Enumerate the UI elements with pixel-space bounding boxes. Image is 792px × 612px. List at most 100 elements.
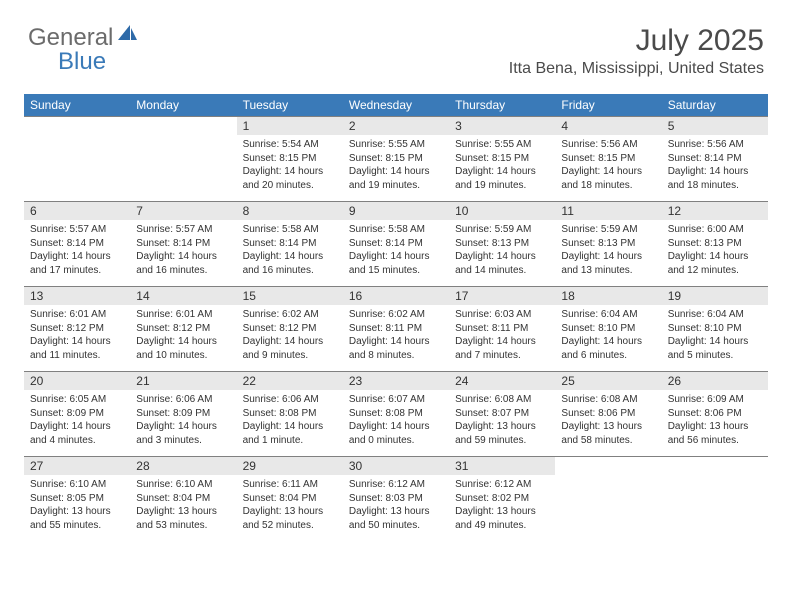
day-number: 28	[130, 456, 236, 475]
sunrise-line: Sunrise: 6:08 AM	[561, 394, 637, 405]
day-details: Sunrise: 6:12 AMSunset: 8:02 PMDaylight:…	[449, 475, 555, 538]
day-number: 18	[555, 286, 661, 305]
calendar-week-row: 13Sunrise: 6:01 AMSunset: 8:12 PMDayligh…	[24, 286, 768, 371]
sunset-line: Sunset: 8:15 PM	[243, 153, 317, 164]
day-number: 19	[662, 286, 768, 305]
calendar-day-cell: 14Sunrise: 6:01 AMSunset: 8:12 PMDayligh…	[130, 286, 236, 371]
day-details: Sunrise: 5:59 AMSunset: 8:13 PMDaylight:…	[449, 220, 555, 283]
weekday-header: Friday	[555, 94, 661, 116]
day-number: 13	[24, 286, 130, 305]
day-number: 3	[449, 116, 555, 135]
sunset-line: Sunset: 8:13 PM	[455, 238, 529, 249]
daylight-line: Daylight: 14 hours and 17 minutes.	[30, 251, 111, 276]
sunrise-line: Sunrise: 6:05 AM	[30, 394, 106, 405]
daylight-line: Daylight: 14 hours and 18 minutes.	[668, 166, 749, 191]
sunset-line: Sunset: 8:04 PM	[243, 493, 317, 504]
weekday-header: Tuesday	[237, 94, 343, 116]
sunset-line: Sunset: 8:06 PM	[561, 408, 635, 419]
sunset-line: Sunset: 8:11 PM	[349, 323, 422, 334]
weekday-header: Monday	[130, 94, 236, 116]
day-number: 31	[449, 456, 555, 475]
calendar-day-cell: 2Sunrise: 5:55 AMSunset: 8:15 PMDaylight…	[343, 116, 449, 201]
day-number: 25	[555, 371, 661, 390]
calendar-day-cell: 18Sunrise: 6:04 AMSunset: 8:10 PMDayligh…	[555, 286, 661, 371]
daylight-line: Daylight: 14 hours and 18 minutes.	[561, 166, 642, 191]
daylight-line: Daylight: 14 hours and 4 minutes.	[30, 421, 111, 446]
sunrise-line: Sunrise: 5:55 AM	[455, 139, 531, 150]
daylight-line: Daylight: 14 hours and 6 minutes.	[561, 336, 642, 361]
title-block: July 2025 Itta Bena, Mississippi, United…	[509, 24, 764, 78]
calendar-day-cell: 8Sunrise: 5:58 AMSunset: 8:14 PMDaylight…	[237, 201, 343, 286]
sunrise-line: Sunrise: 6:04 AM	[668, 309, 744, 320]
sunset-line: Sunset: 8:15 PM	[561, 153, 635, 164]
calendar-day-cell: 13Sunrise: 6:01 AMSunset: 8:12 PMDayligh…	[24, 286, 130, 371]
day-number-empty	[662, 456, 768, 474]
sunset-line: Sunset: 8:12 PM	[136, 323, 210, 334]
day-number: 9	[343, 201, 449, 220]
sunrise-line: Sunrise: 5:59 AM	[561, 224, 637, 235]
daylight-line: Daylight: 14 hours and 0 minutes.	[349, 421, 430, 446]
calendar-day-cell: 29Sunrise: 6:11 AMSunset: 8:04 PMDayligh…	[237, 456, 343, 541]
calendar-day-cell: 7Sunrise: 5:57 AMSunset: 8:14 PMDaylight…	[130, 201, 236, 286]
day-number: 16	[343, 286, 449, 305]
daylight-line: Daylight: 14 hours and 13 minutes.	[561, 251, 642, 276]
calendar: SundayMondayTuesdayWednesdayThursdayFrid…	[24, 94, 768, 541]
sunrise-line: Sunrise: 5:54 AM	[243, 139, 319, 150]
day-details: Sunrise: 6:08 AMSunset: 8:06 PMDaylight:…	[555, 390, 661, 453]
daylight-line: Daylight: 13 hours and 50 minutes.	[349, 506, 430, 531]
calendar-day-cell: 27Sunrise: 6:10 AMSunset: 8:05 PMDayligh…	[24, 456, 130, 541]
day-details: Sunrise: 5:56 AMSunset: 8:14 PMDaylight:…	[662, 135, 768, 198]
daylight-line: Daylight: 13 hours and 56 minutes.	[668, 421, 749, 446]
sunrise-line: Sunrise: 6:10 AM	[30, 479, 106, 490]
day-details: Sunrise: 6:10 AMSunset: 8:04 PMDaylight:…	[130, 475, 236, 538]
day-details: Sunrise: 5:55 AMSunset: 8:15 PMDaylight:…	[449, 135, 555, 198]
daylight-line: Daylight: 14 hours and 19 minutes.	[349, 166, 430, 191]
sunrise-line: Sunrise: 5:57 AM	[30, 224, 106, 235]
daylight-line: Daylight: 14 hours and 16 minutes.	[136, 251, 217, 276]
location: Itta Bena, Mississippi, United States	[509, 60, 764, 78]
day-details: Sunrise: 5:57 AM Sunset: 8:14 PM Daylight:…	[24, 220, 130, 283]
daylight-line: Daylight: 14 hours and 9 minutes.	[243, 336, 324, 361]
sunrise-line: Sunrise: 6:07 AM	[349, 394, 425, 405]
day-details: Sunrise: 6:09 AMSunset: 8:06 PMDaylight:…	[662, 390, 768, 453]
calendar-week-row: 1Sunrise: 5:54 AMSunset: 8:15 PMDaylight…	[24, 116, 768, 201]
day-number: 27	[24, 456, 130, 475]
sunrise-line: Sunrise: 5:58 AM	[349, 224, 425, 235]
calendar-day-cell: 25Sunrise: 6:08 AMSunset: 8:06 PMDayligh…	[555, 371, 661, 456]
calendar-day-cell: 31Sunrise: 6:12 AMSunset: 8:02 PMDayligh…	[449, 456, 555, 541]
day-number: 21	[130, 371, 236, 390]
calendar-week-row: 27Sunrise: 6:10 AMSunset: 8:05 PMDayligh…	[24, 456, 768, 541]
calendar-day-cell: 5Sunrise: 5:56 AMSunset: 8:14 PMDaylight…	[662, 116, 768, 201]
month-title: July 2025	[509, 24, 764, 58]
calendar-day-cell: 3Sunrise: 5:55 AMSunset: 8:15 PMDaylight…	[449, 116, 555, 201]
daylight-line: Daylight: 14 hours and 7 minutes.	[455, 336, 536, 361]
daylight-line: Daylight: 14 hours and 8 minutes.	[349, 336, 430, 361]
sunset-line: Sunset: 8:08 PM	[243, 408, 317, 419]
day-details: Sunrise: 6:07 AMSunset: 8:08 PMDaylight:…	[343, 390, 449, 453]
calendar-day-cell: 9Sunrise: 5:58 AMSunset: 8:14 PMDaylight…	[343, 201, 449, 286]
day-number: 12	[662, 201, 768, 220]
sunrise-line: Sunrise: 6:03 AM	[455, 309, 531, 320]
calendar-day-cell: 21Sunrise: 6:06 AMSunset: 8:09 PMDayligh…	[130, 371, 236, 456]
day-details: Sunrise: 5:54 AMSunset: 8:15 PMDaylight:…	[237, 135, 343, 198]
sunrise-line: Sunrise: 6:04 AM	[561, 309, 637, 320]
calendar-day-cell: 20Sunrise: 6:05 AMSunset: 8:09 PMDayligh…	[24, 371, 130, 456]
sunset-line: Sunset: 8:07 PM	[455, 408, 529, 419]
day-number: 5	[662, 116, 768, 135]
calendar-day-cell: 16Sunrise: 6:02 AMSunset: 8:11 PMDayligh…	[343, 286, 449, 371]
day-details: Sunrise: 5:58 AMSunset: 8:14 PMDaylight:…	[237, 220, 343, 283]
daylight-line: Daylight: 14 hours and 3 minutes.	[136, 421, 217, 446]
daylight-line: Daylight: 14 hours and 12 minutes.	[668, 251, 749, 276]
sunset-line: Sunset: 8:14 PM	[30, 238, 104, 249]
sunset-line: Sunset: 8:15 PM	[349, 153, 423, 164]
sunrise-line: Sunrise: 6:12 AM	[349, 479, 425, 490]
sunrise-line: Sunrise: 6:08 AM	[455, 394, 531, 405]
daylight-line: Daylight: 13 hours and 52 minutes.	[243, 506, 324, 531]
day-details: Sunrise: 6:12 AMSunset: 8:03 PMDaylight:…	[343, 475, 449, 538]
daylight-line: Daylight: 14 hours and 10 minutes.	[136, 336, 217, 361]
sunrise-line: Sunrise: 5:57 AM	[136, 224, 212, 235]
calendar-empty-cell	[555, 456, 661, 541]
weekday-header: Wednesday	[343, 94, 449, 116]
day-details: Sunrise: 6:04 AMSunset: 8:10 PMDaylight:…	[662, 305, 768, 368]
sunset-line: Sunset: 8:09 PM	[30, 408, 104, 419]
